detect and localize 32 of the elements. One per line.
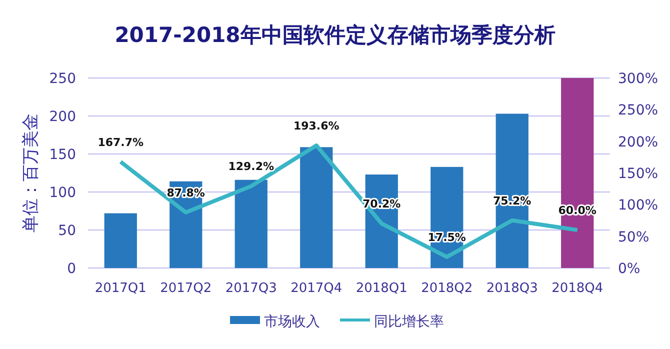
y2-tick-label: 200% xyxy=(618,134,658,150)
x-tick-label: 2018Q3 xyxy=(486,281,538,296)
legend-label: 同比增长率 xyxy=(374,314,444,330)
x-tick-label: 2018Q1 xyxy=(356,281,408,296)
y-tick-label: 0 xyxy=(67,261,76,277)
data-label: 193.6% xyxy=(293,119,340,132)
y2-tick-label: 50% xyxy=(618,229,650,246)
x-tick-label: 2017Q3 xyxy=(225,281,277,296)
bar xyxy=(234,180,268,268)
bar xyxy=(300,147,333,268)
y-tick-label: 50 xyxy=(58,223,76,239)
y2-tick-label: 300% xyxy=(618,71,658,87)
y-tick-label: 250 xyxy=(49,71,76,87)
x-tick-label: 2017Q1 xyxy=(94,281,146,296)
y2-tick-label: 100% xyxy=(618,198,658,214)
x-tick-label: 2017Q4 xyxy=(290,281,342,296)
y2-tick-label: 150% xyxy=(618,166,658,182)
y-tick-label: 200 xyxy=(49,109,76,125)
x-tick-label: 2017Q2 xyxy=(160,281,212,296)
x-tick-label: 2018Q2 xyxy=(421,281,473,296)
x-tick-label: 2018Q4 xyxy=(552,281,604,296)
chart-title: 2017-2018年中国软件定义存储市场季度分析 xyxy=(114,23,556,47)
y-tick-label: 150 xyxy=(49,147,76,163)
y2-tick-label: 250% xyxy=(618,102,658,119)
y2-tick-label: 0% xyxy=(618,261,640,277)
legend-label: 市场收入 xyxy=(264,314,320,330)
bar xyxy=(104,213,137,268)
y-axis-title: 单位：百万美金 xyxy=(21,114,41,232)
bar xyxy=(561,78,594,268)
y-tick-label: 100 xyxy=(49,185,76,201)
data-label: 129.2% xyxy=(228,160,274,174)
data-label: 167.7% xyxy=(98,136,144,149)
